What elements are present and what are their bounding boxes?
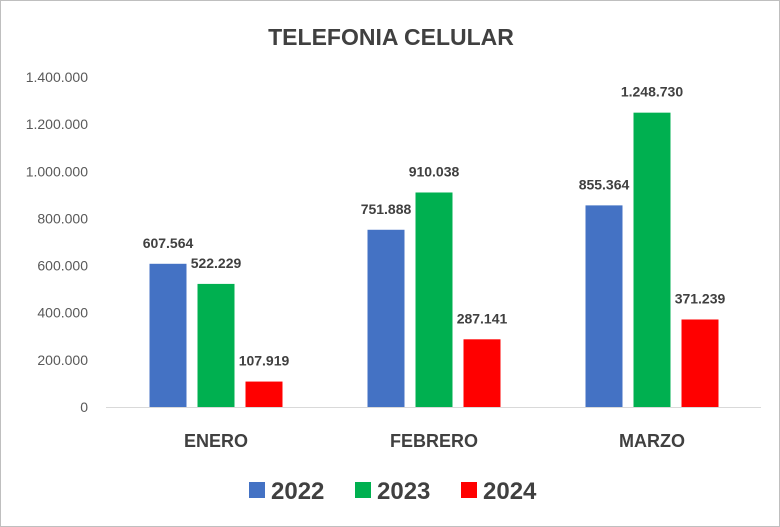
x-axis: ENERO FEBRERO MARZO [106, 407, 761, 451]
x-tick-label: FEBRERO [390, 431, 478, 451]
y-tick-label: 1.000.000 [26, 163, 88, 179]
bar-2023-febrero [415, 192, 453, 407]
y-tick-label: 1.400.000 [26, 69, 88, 85]
x-tick-label: ENERO [184, 431, 248, 451]
data-label: 522.229 [191, 255, 242, 271]
data-label: 107.919 [239, 353, 290, 369]
bar-2022-marzo [585, 205, 623, 407]
y-tick-label: 0 [80, 399, 88, 415]
data-label: 371.239 [675, 290, 726, 306]
chart-title: TELEFONIA CELULAR [268, 24, 514, 50]
data-label: 855.364 [579, 176, 630, 192]
y-tick-label: 800.000 [37, 210, 88, 226]
legend-swatch-2024 [461, 482, 477, 498]
legend-swatch-2022 [249, 482, 265, 498]
y-tick-label: 1.200.000 [26, 116, 88, 132]
x-tick-label: MARZO [619, 431, 685, 451]
legend-label: 2022 [271, 478, 324, 505]
y-tick-label: 200.000 [37, 352, 88, 368]
legend-label: 2024 [483, 478, 537, 505]
data-label: 910.038 [409, 163, 460, 179]
bar-2024-marzo [681, 319, 719, 407]
data-label: 607.564 [143, 235, 194, 251]
bars-group: 607.564 751.888 855.364 522.229 910.038 1.248… [143, 84, 726, 408]
bar-2022-enero [149, 263, 187, 407]
bar-2023-enero [197, 283, 235, 407]
bar-2024-febrero [463, 339, 501, 407]
data-label: 1.248.730 [621, 84, 683, 100]
legend-swatch-2023 [355, 482, 371, 498]
bar-2024-enero [245, 381, 283, 407]
y-axis: 0 200.000 400.000 600.000 800.000 1.000.000 1.… [26, 69, 89, 415]
legend-label: 2023 [377, 478, 430, 505]
data-label: 751.888 [361, 201, 412, 217]
bar-2022-febrero [367, 229, 405, 407]
y-tick-label: 400.000 [37, 305, 88, 321]
bar-2023-marzo [633, 112, 671, 408]
y-tick-label: 600.000 [37, 258, 88, 274]
legend: 2022 2023 2024 [249, 478, 537, 505]
data-label: 287.141 [457, 310, 508, 326]
